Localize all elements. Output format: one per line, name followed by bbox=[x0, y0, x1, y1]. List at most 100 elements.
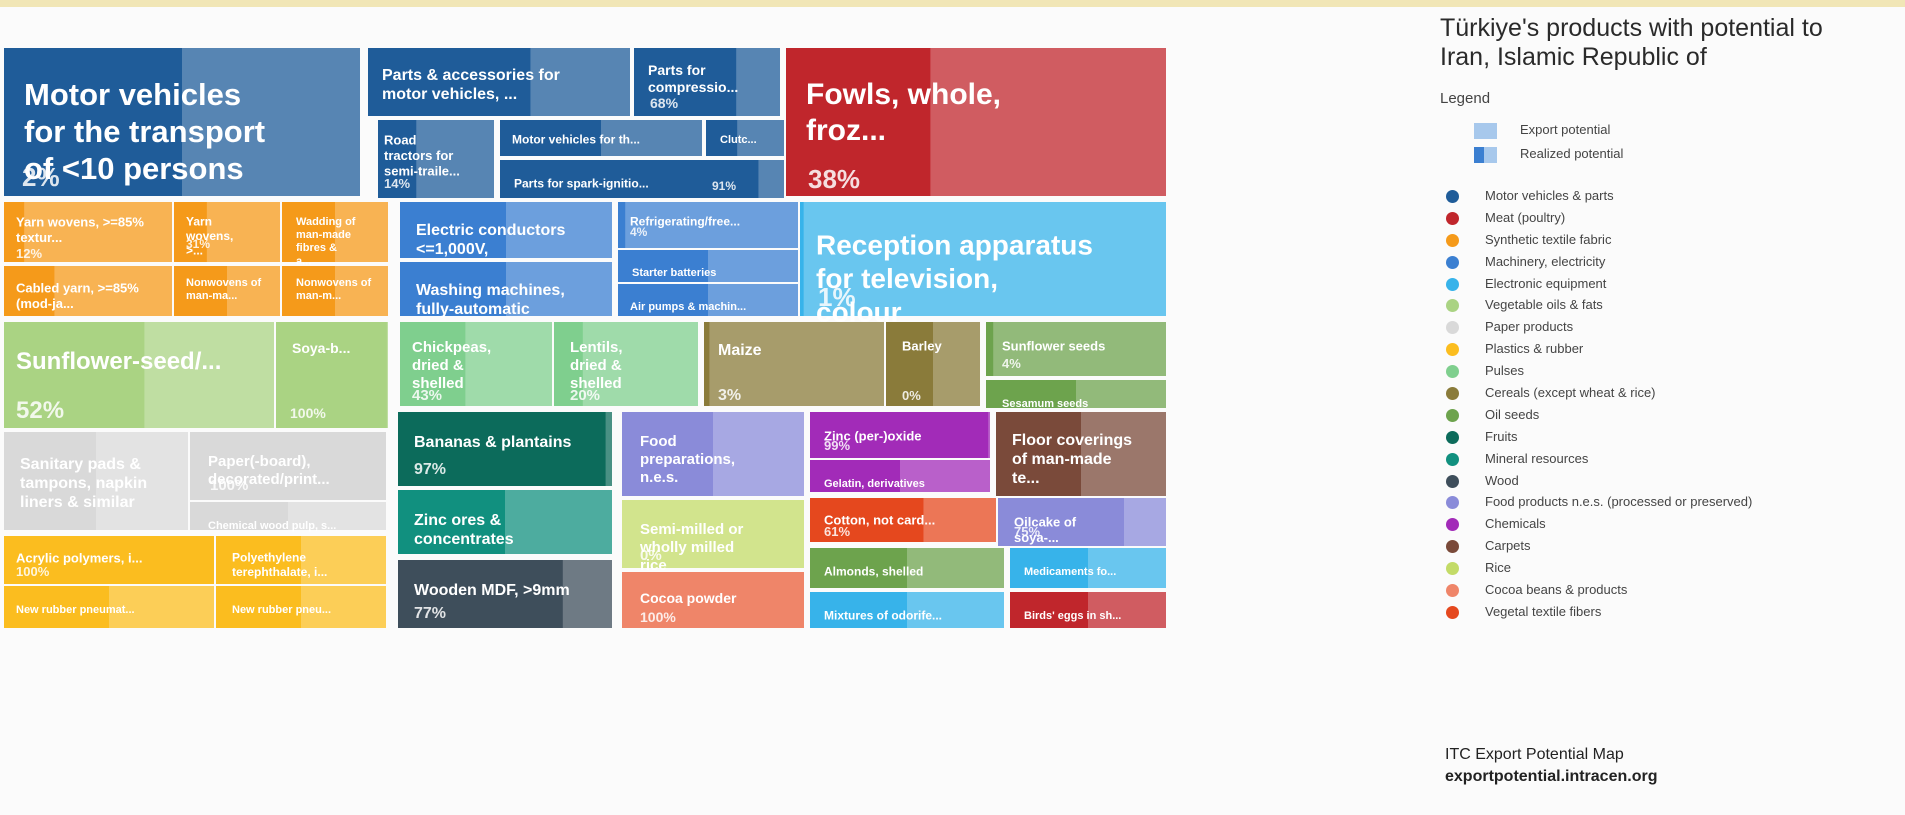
treemap-tile[interactable]: Nonwovens of man-m... bbox=[282, 266, 388, 316]
sector-color-dot bbox=[1446, 540, 1459, 554]
tile-label: Mixtures of odorife... bbox=[824, 609, 942, 623]
tile-export-potential bbox=[800, 202, 1166, 316]
sector-label: Plastics & rubber bbox=[1485, 341, 1584, 357]
treemap-tile[interactable]: Chemical wood pulp, s... bbox=[190, 502, 386, 532]
treemap-tile[interactable]: Gelatin, derivatives... bbox=[810, 460, 990, 503]
treemap-tile[interactable]: Sunflower seeds 4% bbox=[986, 322, 1166, 376]
sector-label: Carpets bbox=[1485, 538, 1531, 554]
sector-label: Machinery, electricity bbox=[1485, 253, 1606, 269]
treemap-tile[interactable]: Yarn wovens, >=85% textur...12% bbox=[4, 202, 172, 262]
tile-realized-potential bbox=[400, 202, 506, 258]
treemap-tile[interactable]: Oilcake of soya-...75% bbox=[998, 498, 1166, 546]
tile-label: Barley bbox=[902, 338, 943, 353]
treemap-tile[interactable]: Road tractors for semi-traile...14% bbox=[378, 120, 494, 198]
tile-label: Clutc... bbox=[720, 134, 757, 146]
treemap-tile[interactable]: Wadding of man-made fibres & a... bbox=[282, 202, 388, 267]
tile-realized-percent: 100% bbox=[16, 564, 50, 579]
tile-realized-potential bbox=[810, 592, 907, 628]
treemap-tile[interactable]: Starter batteries bbox=[618, 250, 798, 282]
tile-label: Almonds, shelled bbox=[824, 565, 923, 579]
tile-realized-percent: 31% bbox=[186, 237, 210, 251]
sector-label: Chemicals bbox=[1485, 516, 1546, 532]
tile-realized-potential bbox=[886, 322, 933, 406]
treemap-tile[interactable]: Fowls, whole, froz... 38% bbox=[786, 48, 1166, 196]
treemap-tile[interactable]: Sanitary pads & tampons, napkin liners & s… bbox=[4, 432, 188, 530]
tile-realized-potential bbox=[190, 432, 386, 500]
tile-realized-potential bbox=[4, 322, 145, 428]
legend-sector-item: Plastics & rubber bbox=[1440, 338, 1900, 360]
treemap-tile[interactable]: Cotton, not card...61% bbox=[810, 498, 996, 542]
treemap-tile[interactable]: Air pumps & machin... bbox=[618, 284, 798, 316]
tile-realized-potential bbox=[786, 48, 931, 196]
tile-realized-percent: 77% bbox=[414, 605, 446, 622]
treemap-tile[interactable]: Almonds, shelled bbox=[810, 548, 1004, 588]
treemap-tile[interactable]: New rubber pneumat... bbox=[4, 586, 214, 628]
treemap-tile[interactable]: Bananas & plantains 97% bbox=[398, 412, 612, 486]
treemap-tile[interactable]: Nonwovens of man-ma... bbox=[174, 266, 280, 316]
treemap-tile[interactable]: Food preparations, n.e.s. bbox=[622, 412, 804, 496]
treemap-tile[interactable]: Mixtures of odorife... bbox=[810, 592, 1004, 628]
tile-label: Chickpeas, dried & shelled bbox=[412, 339, 491, 392]
treemap-tile[interactable]: Cabled yarn, >=85% (mod-ja... bbox=[4, 266, 172, 316]
treemap-tile[interactable]: Cocoa powder 100% bbox=[622, 572, 804, 628]
treemap-tile[interactable]: Washing machines, fully-automatic bbox=[400, 262, 612, 318]
legend-sector-item: Cereals (except wheat & rice) bbox=[1440, 382, 1900, 404]
tile-realized-percent: 100% bbox=[640, 609, 676, 625]
footer-url: exportpotential.intracen.org bbox=[1445, 768, 1658, 785]
tile-label: Nonwovens of man-m... bbox=[296, 277, 372, 302]
treemap-tile[interactable]: Sesamum seeds bbox=[986, 380, 1166, 410]
treemap-tile[interactable]: Sunflower-seed/... 52% bbox=[4, 322, 274, 428]
treemap-tile[interactable]: Paper(-board), decorated/print...100% bbox=[190, 432, 386, 500]
tile-label: Birds' eggs in sh... bbox=[1024, 610, 1121, 622]
treemap-tile[interactable]: Motor vehicles for the transport of <10 pe… bbox=[4, 48, 360, 196]
tile-realized-potential bbox=[4, 266, 55, 316]
treemap-tile[interactable]: Yarn wovens, >...31% bbox=[174, 202, 280, 262]
tile-export-potential bbox=[986, 322, 1166, 376]
tile-realized-potential bbox=[618, 250, 708, 282]
treemap-tile[interactable]: Zinc ores & concentrates bbox=[398, 490, 612, 554]
sector-label: Motor vehicles & parts bbox=[1485, 188, 1614, 203]
treemap-tile[interactable]: Electric conductors <=1,000V, bbox=[400, 202, 612, 258]
legend-sector-item: Paper products bbox=[1440, 316, 1900, 338]
treemap-tile[interactable]: Birds' eggs in sh... bbox=[1010, 592, 1166, 628]
tile-realized-potential bbox=[398, 560, 563, 628]
tile-realized-percent: 14% bbox=[384, 176, 410, 191]
treemap-tile[interactable]: Polyethylene terephthalate, i... bbox=[216, 536, 386, 584]
tile-label: Oilcake of soya-... bbox=[1014, 514, 1077, 545]
tile-label: Sesamum seeds bbox=[1002, 398, 1088, 410]
treemap-tile[interactable]: Acrylic polymers, i...100% bbox=[4, 536, 214, 584]
treemap-tile[interactable]: Parts for compressio...68% bbox=[634, 48, 780, 116]
treemap-tile[interactable]: Barley 0% bbox=[886, 322, 980, 406]
legend-sector-item: Oil seeds bbox=[1440, 404, 1900, 426]
treemap-tile[interactable]: Clutc... bbox=[706, 120, 784, 156]
treemap-tile[interactable]: Motor vehicles for th... bbox=[500, 120, 702, 156]
tile-realized-potential bbox=[378, 120, 417, 198]
sector-label: Rice bbox=[1485, 560, 1512, 576]
treemap-tile[interactable]: Medicaments fo... bbox=[1010, 548, 1166, 588]
treemap-tile[interactable]: New rubber pneu... bbox=[216, 586, 386, 628]
treemap-tile[interactable]: Soya-b... 100% bbox=[276, 322, 388, 428]
treemap-tile[interactable]: Parts & accessories for motor vehicles, .… bbox=[368, 48, 630, 116]
tile-label: Floor coverings of man-made te... bbox=[1012, 432, 1132, 487]
treemap-tile[interactable]: Floor coverings of man-made te... bbox=[996, 412, 1166, 496]
treemap-tile[interactable]: Refrigerating/free...4% bbox=[618, 202, 798, 248]
tile-realized-potential bbox=[190, 502, 288, 530]
treemap-tile[interactable]: Reception apparatus for television, colour… bbox=[800, 202, 1166, 328]
treemap-tile[interactable]: Parts for spark-ignitio... 91% bbox=[500, 160, 784, 198]
tile-realized-percent: 91% bbox=[712, 179, 736, 193]
treemap-tile[interactable]: Wooden MDF, >9mm 77% bbox=[398, 560, 612, 628]
sector-label: Mineral resources bbox=[1485, 450, 1589, 466]
tile-label: Motor vehicles for th... bbox=[512, 133, 640, 147]
sector-label: Vegetal textile fibers bbox=[1485, 603, 1602, 619]
treemap-tile[interactable]: Maize 3% bbox=[704, 322, 884, 406]
legend-sector-item: Food products n.e.s. (processed or prese… bbox=[1440, 491, 1900, 513]
tile-label: Polyethylene terephthalate, i... bbox=[232, 551, 327, 579]
sector-label: Wood bbox=[1485, 472, 1519, 488]
sector-label: Cereals (except wheat & rice) bbox=[1485, 385, 1656, 401]
tile-export-potential bbox=[704, 322, 884, 406]
tile-label: Starter batteries bbox=[632, 267, 716, 279]
